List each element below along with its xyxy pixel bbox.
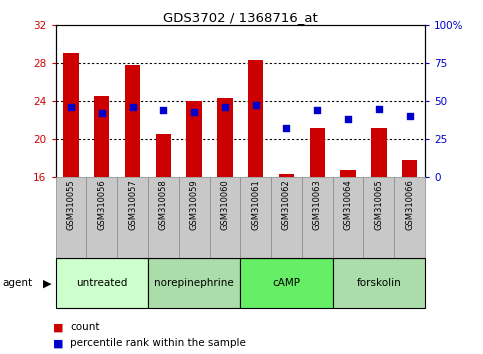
Bar [63,53,79,177]
Point [375,105,383,111]
Bar [371,129,386,177]
Point [98,110,106,116]
Bar [310,127,325,177]
Bar [341,170,356,177]
Bar [271,177,302,258]
Bar [125,65,140,177]
Point [221,104,229,110]
Text: ■: ■ [53,322,63,332]
Text: GSM310064: GSM310064 [343,179,353,230]
Bar [148,177,179,258]
Text: GSM310065: GSM310065 [374,179,384,230]
Text: untreated: untreated [76,278,128,288]
Text: GSM310062: GSM310062 [282,179,291,230]
Point [252,103,259,108]
Text: GSM310055: GSM310055 [67,179,75,230]
Bar [186,101,202,177]
Text: GSM310057: GSM310057 [128,179,137,230]
Bar [86,177,117,258]
Text: cAMP: cAMP [272,278,300,288]
Bar [217,98,233,177]
Point [128,104,136,110]
Bar [56,177,86,258]
Text: GSM310058: GSM310058 [159,179,168,230]
Text: agent: agent [2,278,32,288]
Text: norepinephrine: norepinephrine [154,278,234,288]
Bar [148,258,241,308]
Text: GSM310060: GSM310060 [220,179,229,230]
Bar [240,258,333,308]
Bar [394,177,425,258]
Bar [240,177,271,258]
Point [159,107,167,113]
Bar [402,160,417,177]
Text: count: count [70,322,99,332]
Bar [279,174,294,177]
Text: GSM310063: GSM310063 [313,179,322,230]
Bar [302,177,333,258]
Bar [156,134,171,177]
Point [67,104,75,110]
Text: forskolin: forskolin [356,278,401,288]
Text: ■: ■ [53,338,63,348]
Text: ▶: ▶ [43,278,52,288]
Point [283,125,290,131]
Bar [248,60,263,177]
Point [190,109,198,114]
Text: GDS3702 / 1368716_at: GDS3702 / 1368716_at [163,11,318,24]
Bar [333,258,425,308]
Bar [94,96,110,177]
Bar [210,177,240,258]
Point [313,107,321,113]
Bar [179,177,210,258]
Text: GSM310056: GSM310056 [97,179,106,230]
Bar [364,177,394,258]
Text: GSM310066: GSM310066 [405,179,414,230]
Point [406,113,413,119]
Text: GSM310059: GSM310059 [190,179,199,230]
Text: GSM310061: GSM310061 [251,179,260,230]
Bar [333,177,364,258]
Bar [56,258,148,308]
Point [344,116,352,122]
Bar [117,177,148,258]
Text: percentile rank within the sample: percentile rank within the sample [70,338,246,348]
